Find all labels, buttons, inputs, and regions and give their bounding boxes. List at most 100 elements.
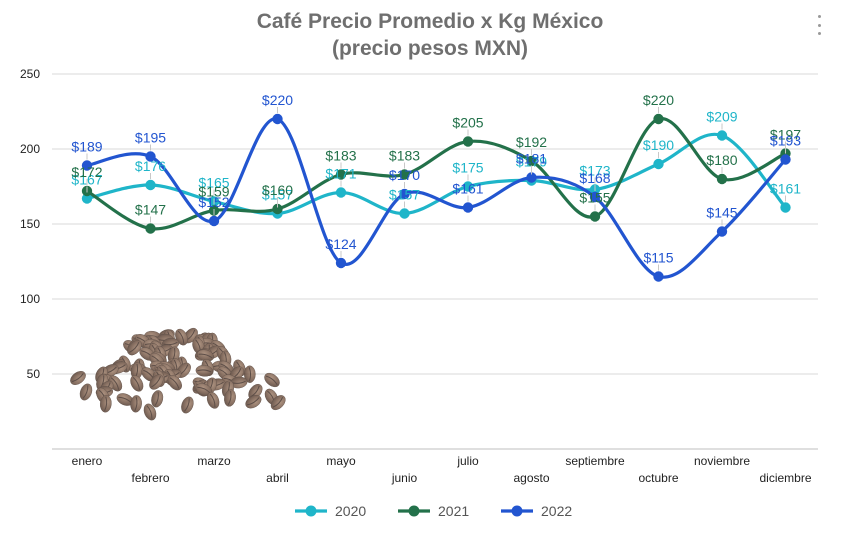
point-2022: [81, 160, 93, 171]
y-tick-label: 150: [20, 217, 40, 231]
coffee-bean: [151, 390, 164, 408]
data-label-2022: $170: [389, 167, 420, 183]
point-2021: [589, 211, 601, 222]
data-label-2022: $181: [516, 151, 547, 167]
point-2022: [208, 215, 220, 227]
data-label-2020: $157: [389, 187, 420, 203]
data-label-2020: $179: [516, 154, 547, 170]
point-2020: [335, 187, 347, 198]
point-2022: [526, 172, 537, 183]
coffee-bean: [149, 374, 164, 390]
point-2022: [272, 113, 283, 125]
point-2020: [716, 130, 728, 141]
data-label-2020: $209: [706, 109, 737, 125]
coffee-bean: [99, 395, 112, 413]
data-label-2022: $168: [579, 170, 610, 186]
data-label-2022: $220: [262, 92, 293, 108]
point-2021: [272, 203, 283, 215]
legend-marker: [408, 505, 420, 517]
x-tick-label: octubre: [638, 471, 678, 485]
data-label-2021: $220: [643, 92, 674, 108]
legend-item-2022: 2022: [501, 503, 572, 519]
data-label-2021: $183: [325, 148, 356, 164]
point-2020: [399, 208, 410, 219]
coffee-bean: [143, 403, 157, 421]
data-label-2021: $183: [389, 148, 420, 164]
coffee-bean: [167, 375, 182, 391]
x-tick-label: noviembre: [694, 454, 750, 468]
legend-item-2021: 2021: [398, 503, 469, 519]
data-label-2021: $159: [198, 184, 229, 200]
coffee-bean: [270, 395, 286, 411]
x-tick-label: septiembre: [565, 454, 625, 468]
x-axis: enero febrero marzo abril mayo junio julio agos…: [52, 448, 818, 485]
point-2022: [780, 154, 791, 165]
legend: 2020 2021 2022: [295, 503, 572, 519]
data-labels: $167$176$165$157$171$157$175 $179$173$190…: [71, 92, 801, 271]
legend-item-2020: 2020: [295, 503, 366, 519]
legend-label: 2022: [541, 503, 572, 519]
data-label-2021: $155: [579, 190, 610, 206]
point-2021: [399, 169, 410, 180]
legend-marker: [511, 505, 523, 517]
legend-label: 2020: [335, 503, 366, 519]
data-label-2020: $190: [643, 137, 674, 153]
data-label-2021: $180: [706, 152, 737, 168]
y-tick-label: 100: [20, 292, 40, 306]
data-label-2021: $172: [71, 164, 102, 180]
legend-marker: [305, 505, 317, 517]
chart-subtitle: (precio pesos MXN): [331, 37, 529, 60]
chart-title: Café Precio Promedio x Kg México: [256, 10, 604, 33]
point-2020: [462, 181, 474, 192]
more-vertical-icon[interactable]: [814, 15, 824, 35]
point-2021: [653, 113, 664, 125]
x-tick-label: mayo: [326, 454, 356, 468]
point-2022: [716, 226, 728, 237]
x-tick-label: marzo: [197, 454, 231, 468]
data-label-2022: $145: [706, 205, 737, 221]
data-label-2021: $160: [262, 182, 293, 198]
coffee-bean: [264, 372, 280, 388]
coffee-bean: [224, 389, 236, 407]
y-tick-label: 250: [20, 67, 40, 81]
coffee-bean: [206, 391, 220, 409]
x-tick-label: agosto: [513, 471, 549, 485]
coffee-bean: [130, 395, 142, 413]
series-layer: [81, 113, 791, 282]
x-tick-label: enero: [72, 454, 103, 468]
coffee-bean: [127, 340, 142, 356]
data-label-2022: $193: [770, 133, 801, 149]
y-tick-label: 200: [20, 142, 40, 156]
point-2022: [653, 271, 664, 282]
coffee-bean: [243, 365, 256, 383]
data-label-2022: $124: [325, 236, 356, 252]
point-2021: [335, 169, 347, 180]
data-label-2021: $205: [452, 115, 483, 131]
coffee-bean: [130, 375, 144, 392]
series-line-2020: [85, 132, 788, 216]
x-tick-label: febrero: [131, 471, 169, 485]
point-2022: [589, 191, 601, 203]
point-2020: [780, 202, 791, 213]
coffee-bean: [116, 393, 134, 406]
point-2020: [145, 179, 156, 191]
data-label-2022: $195: [135, 130, 166, 146]
point-2022: [399, 188, 410, 200]
x-tick-label: julio: [456, 454, 479, 468]
point-2022: [145, 151, 156, 162]
legend-label: 2021: [438, 503, 469, 519]
coffee-bean: [79, 383, 93, 401]
series-line-2022: [85, 117, 788, 279]
point-2020: [81, 193, 93, 204]
coffee-bean: [195, 383, 213, 396]
data-label-2020: $171: [325, 166, 356, 182]
y-tick-label: 50: [27, 367, 41, 381]
data-label-2020: $175: [452, 160, 483, 176]
x-tick-label: abril: [266, 471, 289, 485]
coffee-bean: [70, 371, 86, 385]
data-label-2020: $161: [770, 181, 801, 197]
coffee-beans-image: [70, 327, 286, 421]
data-label-2022: $161: [452, 181, 483, 197]
data-label-2021: $197: [770, 127, 801, 143]
point-2022: [462, 202, 474, 213]
